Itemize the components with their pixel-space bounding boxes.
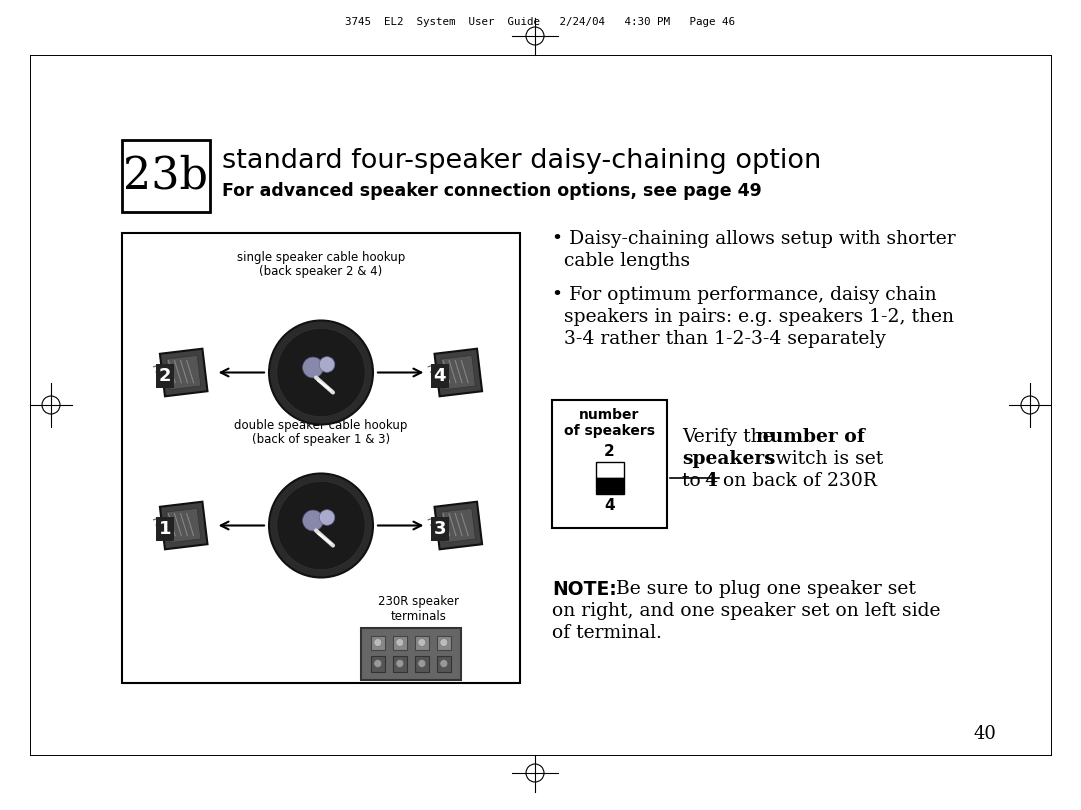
Bar [392, 655, 406, 671]
Circle shape [303, 510, 323, 531]
Text: cable lengths: cable lengths [552, 252, 690, 270]
Text: (back speaker 2 & 4): (back speaker 2 & 4) [259, 265, 383, 278]
Polygon shape [441, 356, 476, 390]
Text: single speaker cable hookup: single speaker cable hookup [237, 251, 405, 264]
Polygon shape [441, 509, 476, 543]
Text: 230R speaker: 230R speaker [378, 595, 459, 608]
Text: 3745  EL2  System  User  Guide   2/24/04   4:30 PM   Page 46: 3745 EL2 System User Guide 2/24/04 4:30 … [345, 17, 735, 27]
Text: of speakers: of speakers [564, 424, 655, 438]
Text: (back of speaker 1 & 3): (back of speaker 1 & 3) [252, 433, 390, 446]
Text: 2: 2 [159, 367, 171, 385]
Circle shape [319, 509, 335, 526]
Text: 2: 2 [604, 444, 615, 459]
Circle shape [319, 356, 335, 373]
Circle shape [374, 638, 382, 646]
Polygon shape [160, 348, 208, 396]
Text: 4: 4 [604, 498, 615, 513]
Text: speakers in pairs: e.g. speakers 1‑2, then: speakers in pairs: e.g. speakers 1‑2, th… [552, 308, 955, 326]
Text: to: to [682, 472, 707, 490]
Text: on back of 230R: on back of 230R [717, 472, 877, 490]
Bar [415, 655, 429, 671]
Text: 23b: 23b [123, 155, 209, 198]
Polygon shape [435, 348, 482, 396]
Circle shape [417, 638, 426, 646]
Bar [371, 636, 385, 650]
Bar [122, 233, 520, 683]
Text: • Daisy-chaining allows setup with shorter: • Daisy-chaining allows setup with short… [552, 230, 956, 248]
Text: 4: 4 [433, 367, 445, 385]
Circle shape [396, 659, 404, 667]
Bar [596, 462, 624, 478]
Text: on right, and one speaker set on left side: on right, and one speaker set on left si… [552, 602, 940, 620]
Polygon shape [435, 501, 482, 549]
Text: speakers: speakers [682, 450, 775, 468]
Text: standard four-speaker daisy-chaining option: standard four-speaker daisy-chaining opt… [222, 148, 822, 174]
Text: terminals: terminals [390, 609, 446, 623]
Text: Verify the: Verify the [682, 428, 779, 446]
Text: double speaker cable hookup: double speaker cable hookup [235, 419, 408, 432]
Text: number of: number of [756, 428, 865, 446]
Circle shape [303, 357, 323, 378]
Text: 3: 3 [433, 520, 445, 538]
Polygon shape [160, 501, 208, 549]
Circle shape [269, 321, 373, 424]
Text: 1: 1 [159, 520, 171, 538]
Bar [596, 478, 624, 494]
Bar [371, 655, 385, 671]
Circle shape [374, 659, 382, 667]
Text: For advanced speaker connection options, see page 49: For advanced speaker connection options,… [222, 182, 762, 200]
Circle shape [277, 481, 365, 569]
Circle shape [396, 638, 404, 646]
Polygon shape [166, 356, 201, 390]
Bar [122, 140, 210, 212]
Bar [415, 636, 429, 650]
Text: of terminal.: of terminal. [552, 624, 662, 642]
Text: • For optimum performance, daisy chain: • For optimum performance, daisy chain [552, 286, 936, 304]
Bar [437, 655, 451, 671]
Text: 40: 40 [974, 725, 997, 743]
Text: Be sure to plug one speaker set: Be sure to plug one speaker set [610, 580, 916, 598]
Bar [552, 400, 667, 528]
Circle shape [440, 659, 448, 667]
Circle shape [277, 328, 365, 416]
Text: 3‑4 rather than 1‑2‑3‑4 separately: 3‑4 rather than 1‑2‑3‑4 separately [552, 330, 885, 348]
Text: number: number [579, 408, 640, 422]
Bar [392, 636, 406, 650]
Polygon shape [166, 509, 201, 543]
Circle shape [440, 638, 448, 646]
Circle shape [269, 474, 373, 578]
Bar [361, 628, 461, 680]
Bar [437, 636, 451, 650]
Text: 4: 4 [704, 472, 717, 490]
Text: NOTE:: NOTE: [552, 580, 617, 599]
Text: switch is set: switch is set [760, 450, 883, 468]
Circle shape [417, 659, 426, 667]
